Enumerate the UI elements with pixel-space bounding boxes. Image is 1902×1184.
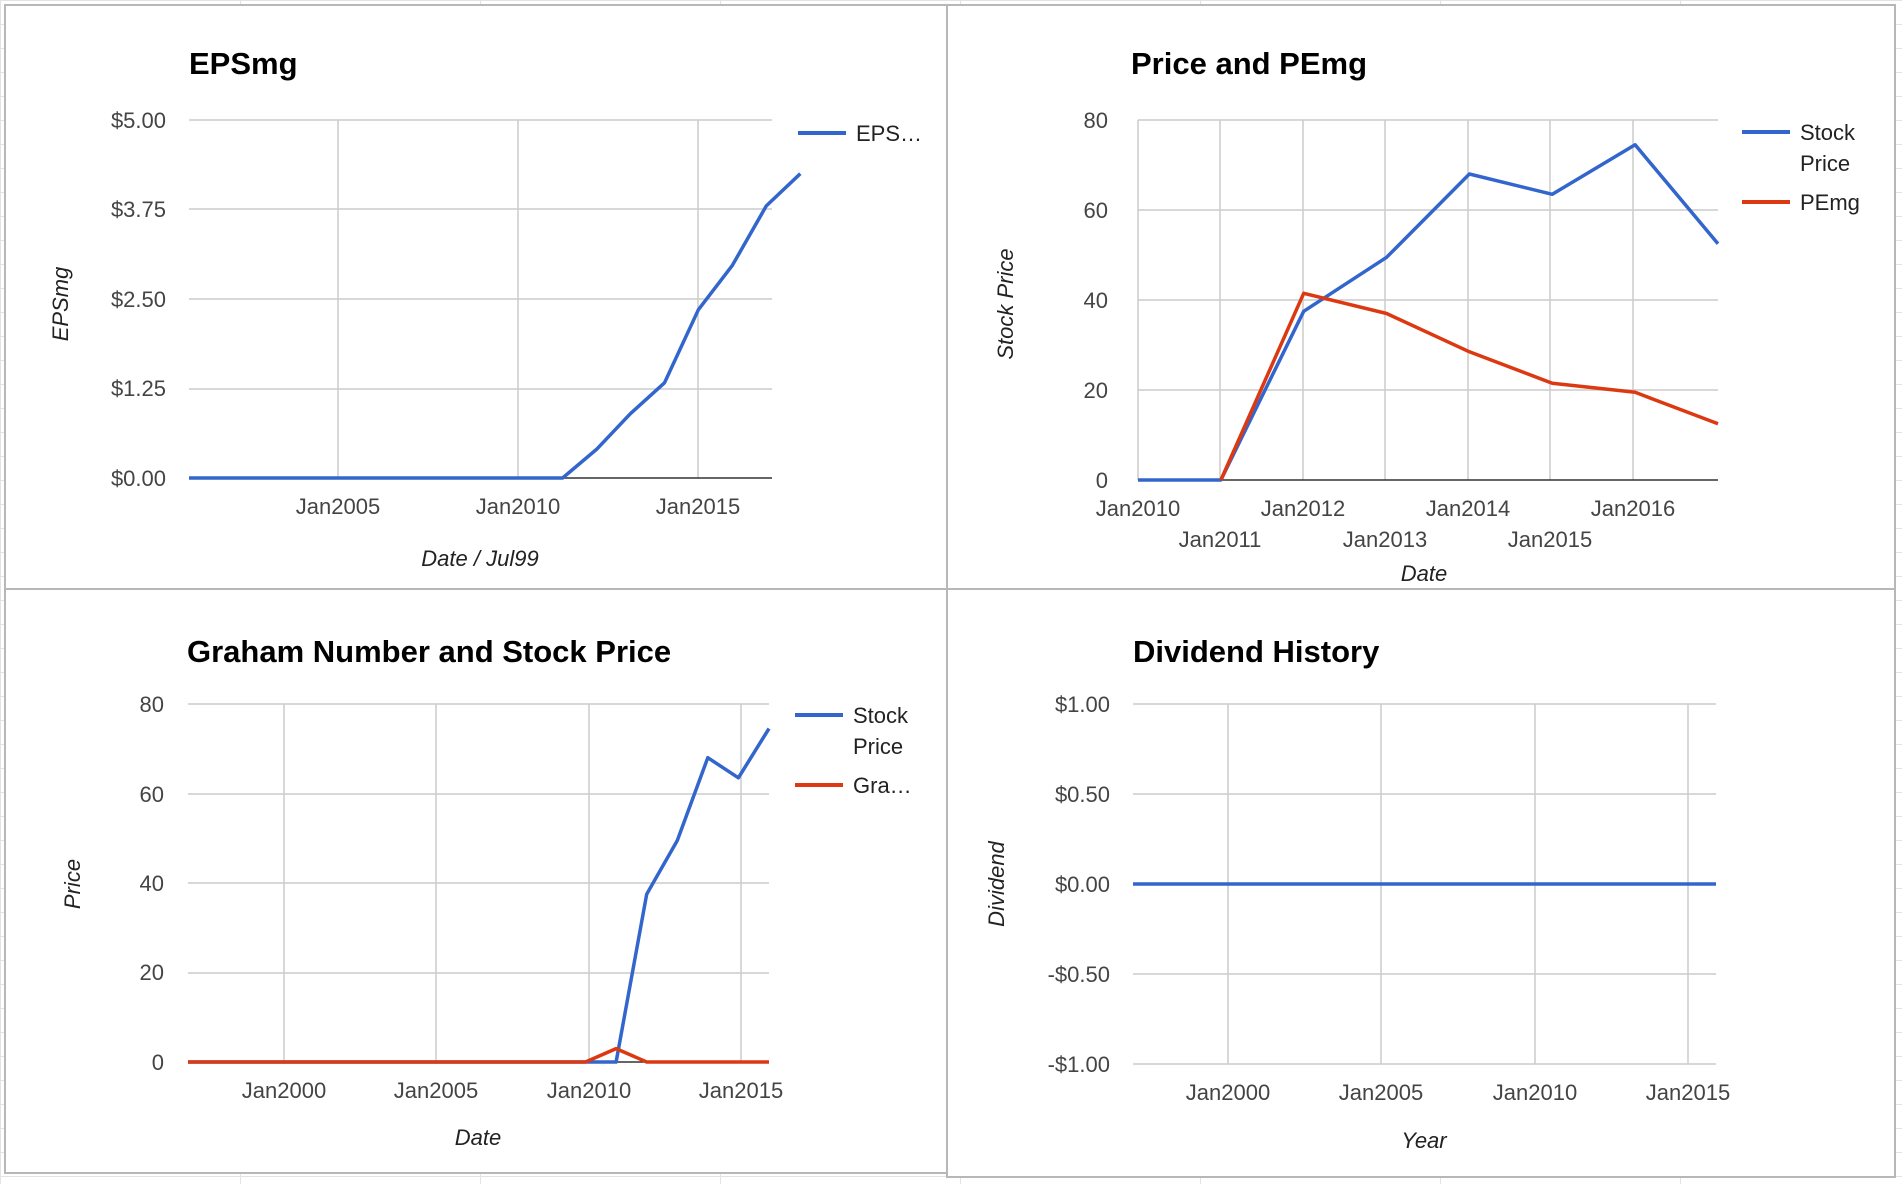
x-tick-label: Jan2015	[699, 1078, 783, 1103]
y-tick-label: 20	[140, 960, 164, 985]
y-tick-label: 0	[152, 1050, 164, 1075]
gridlines	[1137, 119, 1718, 481]
x-tick-labels: Jan2010 Jan2011 Jan2012 Jan2013 Jan2014 …	[1096, 496, 1675, 552]
x-axis-label: Date	[1401, 561, 1447, 586]
x-tick-label: Jan2016	[1591, 496, 1675, 521]
chart-title: Price and PEmg	[1131, 46, 1367, 81]
x-tick-label: Jan2010	[1493, 1080, 1577, 1105]
legend-label-stock-price: Stock Price	[853, 703, 909, 759]
x-axis-label: Year	[1401, 1128, 1448, 1153]
series-line-eps	[189, 172, 802, 480]
y-tick-labels: 0 20 40 60 80	[140, 692, 164, 1075]
legend-label-stock-price: Stock Price	[1800, 120, 1856, 176]
chart-svg-epsmg: EPSmg $0.00 $1.25 $2.50 $3.75 $5.00 Jan2…	[48, 46, 922, 571]
y-tick-label: $0.00	[111, 466, 166, 491]
x-tick-labels: Jan2000 Jan2005 Jan2010 Jan2015	[242, 1078, 783, 1103]
gridlines	[189, 119, 772, 479]
y-axis-label: Dividend	[984, 840, 1009, 926]
y-tick-label: 20	[1084, 378, 1108, 403]
y-axis-label: Price	[60, 859, 85, 909]
chart-panel-price-pemg: Price and PEmg 0 20 40 60 80 Jan2010 Jan…	[946, 4, 1896, 590]
x-tick-label: Jan2012	[1261, 496, 1345, 521]
chart-svg-price-pemg: Price and PEmg 0 20 40 60 80 Jan2010 Jan…	[993, 46, 1860, 586]
x-tick-label: Jan2010	[476, 494, 560, 519]
x-tick-label: Jan2014	[1426, 496, 1510, 521]
y-tick-label: $1.25	[111, 376, 166, 401]
legend: EPS…	[798, 121, 922, 146]
chart-title: EPSmg	[189, 46, 298, 81]
y-tick-label: 0	[1096, 468, 1108, 493]
y-tick-label: -$1.00	[1048, 1052, 1110, 1077]
x-tick-label: Jan2000	[242, 1078, 326, 1103]
legend: Stock Price PEmg	[1742, 120, 1860, 215]
y-tick-label: $3.75	[111, 197, 166, 222]
y-tick-label: 80	[1084, 108, 1108, 133]
y-tick-label: $2.50	[111, 287, 166, 312]
x-tick-label: Jan2005	[1339, 1080, 1423, 1105]
y-tick-label: 60	[1084, 198, 1108, 223]
y-tick-label: 40	[1084, 288, 1108, 313]
x-tick-label: Jan2005	[394, 1078, 478, 1103]
x-tick-labels: Jan2000 Jan2005 Jan2010 Jan2015	[1186, 1080, 1730, 1105]
chart-svg-graham-number: Graham Number and Stock Price 0 20 40 60…	[60, 634, 912, 1150]
chart-svg-dividend-history: Dividend History -$1.00 -$0.50 $0.00 $0.…	[984, 634, 1730, 1153]
series-line-graham-number	[188, 1046, 769, 1064]
x-tick-label: Jan2015	[1508, 527, 1592, 552]
y-tick-label: 40	[140, 871, 164, 896]
x-tick-labels: Jan2005 Jan2010 Jan2015	[296, 494, 740, 519]
x-tick-label: Jan2010	[1096, 496, 1180, 521]
y-tick-label: -$0.50	[1048, 962, 1110, 987]
y-tick-label: $1.00	[1055, 692, 1110, 717]
chart-panel-epsmg: EPSmg $0.00 $1.25 $2.50 $3.75 $5.00 Jan2…	[4, 4, 948, 590]
gridlines	[188, 703, 769, 1063]
x-tick-label: Jan2011	[1179, 527, 1262, 552]
series-line-stock-price	[1138, 143, 1720, 482]
series-line-stock-price	[188, 727, 771, 1064]
x-tick-label: Jan2000	[1186, 1080, 1270, 1105]
y-tick-label: $0.00	[1055, 872, 1110, 897]
x-axis-label: Date / Jul99	[421, 546, 538, 571]
series-line-pemg	[1219, 291, 1719, 481]
y-tick-labels: 0 20 40 60 80	[1084, 108, 1108, 493]
x-tick-label: Jan2013	[1343, 527, 1427, 552]
chart-panel-graham-number: Graham Number and Stock Price 0 20 40 60…	[4, 588, 948, 1174]
x-tick-label: Jan2010	[547, 1078, 631, 1103]
y-tick-label: 60	[140, 782, 164, 807]
x-tick-label: Jan2005	[296, 494, 380, 519]
legend-label-pemg: PEmg	[1800, 190, 1860, 215]
y-tick-labels: $0.00 $1.25 $2.50 $3.75 $5.00	[111, 108, 166, 491]
y-axis-label: EPSmg	[48, 266, 73, 341]
x-tick-label: Jan2015	[1646, 1080, 1730, 1105]
x-tick-label: Jan2015	[656, 494, 740, 519]
x-axis-label: Date	[455, 1125, 501, 1150]
y-tick-label: $5.00	[111, 108, 166, 133]
y-tick-label: $0.50	[1055, 782, 1110, 807]
y-axis-label: Stock Price	[993, 248, 1018, 359]
legend-label-graham-number: Gra…	[853, 773, 912, 798]
legend-label-eps: EPS…	[856, 121, 922, 146]
legend: Stock Price Gra…	[795, 703, 912, 798]
chart-title: Dividend History	[1133, 634, 1380, 669]
y-tick-labels: -$1.00 -$0.50 $0.00 $0.50 $1.00	[1048, 692, 1110, 1077]
chart-title: Graham Number and Stock Price	[187, 634, 671, 669]
y-tick-label: 80	[140, 692, 164, 717]
chart-panel-dividend-history: Dividend History -$1.00 -$0.50 $0.00 $0.…	[946, 588, 1896, 1178]
